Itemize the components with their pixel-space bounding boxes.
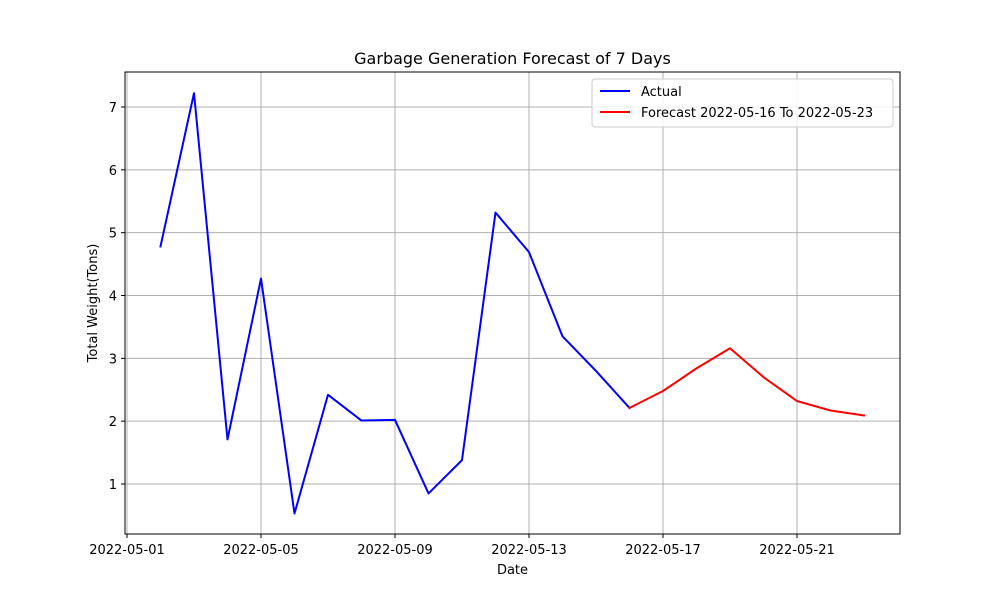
x-tick-label: 2022-05-01	[89, 543, 165, 558]
y-tick-label: 2	[109, 415, 117, 430]
series-layer	[159, 92, 866, 515]
y-tick-label: 5	[109, 227, 117, 242]
chart-title: Garbage Generation Forecast of 7 Days	[354, 49, 671, 68]
x-tick-label: 2022-05-09	[357, 543, 433, 558]
legend-box	[591, 78, 894, 128]
y-tick-label: 3	[109, 352, 117, 367]
legend-label-forecast: Forecast 2022-05-16 To 2022-05-23	[641, 106, 873, 121]
y-tick-label: 7	[109, 101, 117, 116]
x-tick-label: 2022-05-13	[491, 543, 567, 558]
y-axis-label: Total Weight(Tons)	[86, 244, 101, 364]
x-tick-label: 2022-05-17	[625, 543, 701, 558]
y-tick-label: 6	[109, 164, 117, 179]
forecast-series-line	[628, 347, 866, 417]
legend: Actual Forecast 2022-05-16 To 2022-05-23	[591, 78, 894, 128]
axis-ticks: 2022-05-01 2022-05-05 2022-05-09 2022-05-13…	[89, 101, 835, 558]
x-axis-label: Date	[497, 563, 528, 578]
y-tick-label: 4	[109, 290, 117, 305]
x-tick-label: 2022-05-21	[759, 543, 835, 558]
plot-area-frame	[124, 71, 901, 535]
y-tick-label: 1	[109, 478, 117, 493]
x-tick-label: 2022-05-05	[223, 543, 299, 558]
legend-label-actual: Actual	[641, 85, 682, 100]
